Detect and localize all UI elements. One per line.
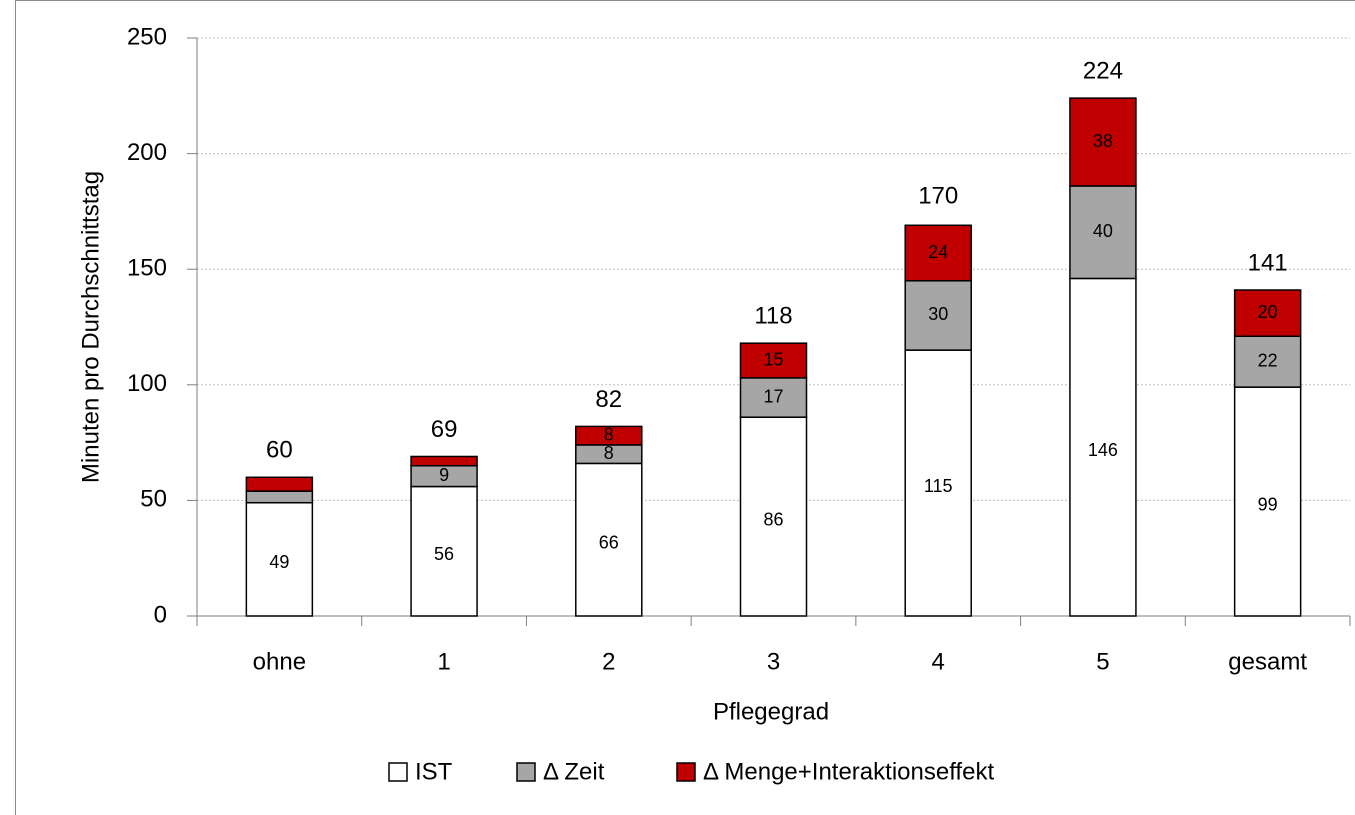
total-label: 224: [1083, 57, 1123, 84]
y-tick-label: 0: [154, 601, 167, 628]
legend-swatch: [516, 762, 536, 782]
total-label: 69: [431, 416, 458, 443]
data-label: 15: [763, 349, 783, 369]
total-label: 82: [595, 386, 622, 413]
data-label: 99: [1258, 494, 1278, 514]
data-label: 40: [1093, 221, 1113, 241]
total-label: 118: [754, 303, 792, 330]
x-tick-label: 4: [932, 648, 945, 675]
y-tick-label: 100: [127, 370, 167, 397]
x-tick-label: ohne: [253, 648, 306, 675]
data-label: 8: [604, 443, 614, 463]
bar-segment: [904, 224, 972, 282]
total-label: 60: [266, 437, 293, 464]
legend-swatch: [388, 762, 408, 782]
x-tick-label: gesamt: [1228, 648, 1307, 675]
data-label: 49: [269, 552, 289, 572]
y-tick-label: 50: [140, 486, 167, 513]
y-tick-label: 200: [127, 139, 167, 166]
x-tick-label: 5: [1096, 648, 1109, 675]
legend-swatch: [676, 762, 696, 782]
total-label: 141: [1248, 249, 1288, 276]
data-label: 56: [434, 544, 454, 564]
data-label: 22: [1258, 350, 1278, 370]
bar-segment: [410, 455, 478, 467]
data-label: 86: [763, 509, 783, 529]
data-label: 17: [763, 386, 783, 406]
y-tick-label: 250: [127, 23, 167, 50]
bar-segment: [245, 490, 314, 504]
data-label: 115: [924, 476, 953, 496]
x-tick-label: 3: [767, 648, 780, 675]
data-label: 38: [1093, 131, 1113, 151]
data-label: 8: [604, 424, 614, 444]
x-tick-label: 1: [437, 648, 450, 675]
data-label: 146: [1088, 440, 1118, 460]
data-label: 24: [928, 242, 948, 262]
data-label: 9: [439, 465, 449, 485]
total-label: 170: [918, 182, 958, 209]
bar-segment: [245, 476, 314, 492]
bar-segment: [1069, 185, 1137, 280]
bar-segment: [245, 501, 314, 617]
bar-segment: [575, 425, 643, 446]
bar-segment: [739, 342, 808, 379]
y-tick-label: 150: [127, 255, 167, 282]
bar-segment: [1233, 335, 1302, 388]
bar-segment: [1069, 277, 1137, 617]
legend-label: IST: [415, 758, 453, 785]
y-axis-title: Minuten pro Durchschnittstag: [77, 171, 104, 483]
bar-segment: [410, 485, 478, 617]
chart-frame: [15, 0, 1355, 815]
legend-label: Δ Menge+Interaktionseffekt: [703, 758, 994, 785]
data-label: 20: [1258, 302, 1278, 322]
data-label: 66: [599, 532, 619, 552]
bar-segment: [904, 349, 972, 617]
bar-segment: [1233, 386, 1302, 617]
legend-label: Δ Zeit: [543, 758, 605, 785]
bar-segment: [1233, 289, 1302, 337]
bar-segment: [1069, 97, 1137, 187]
x-tick-label: 2: [602, 648, 615, 675]
data-label: 30: [928, 304, 948, 324]
bar-segment: [739, 377, 808, 418]
x-axis-title: Pflegegrad: [713, 698, 829, 725]
